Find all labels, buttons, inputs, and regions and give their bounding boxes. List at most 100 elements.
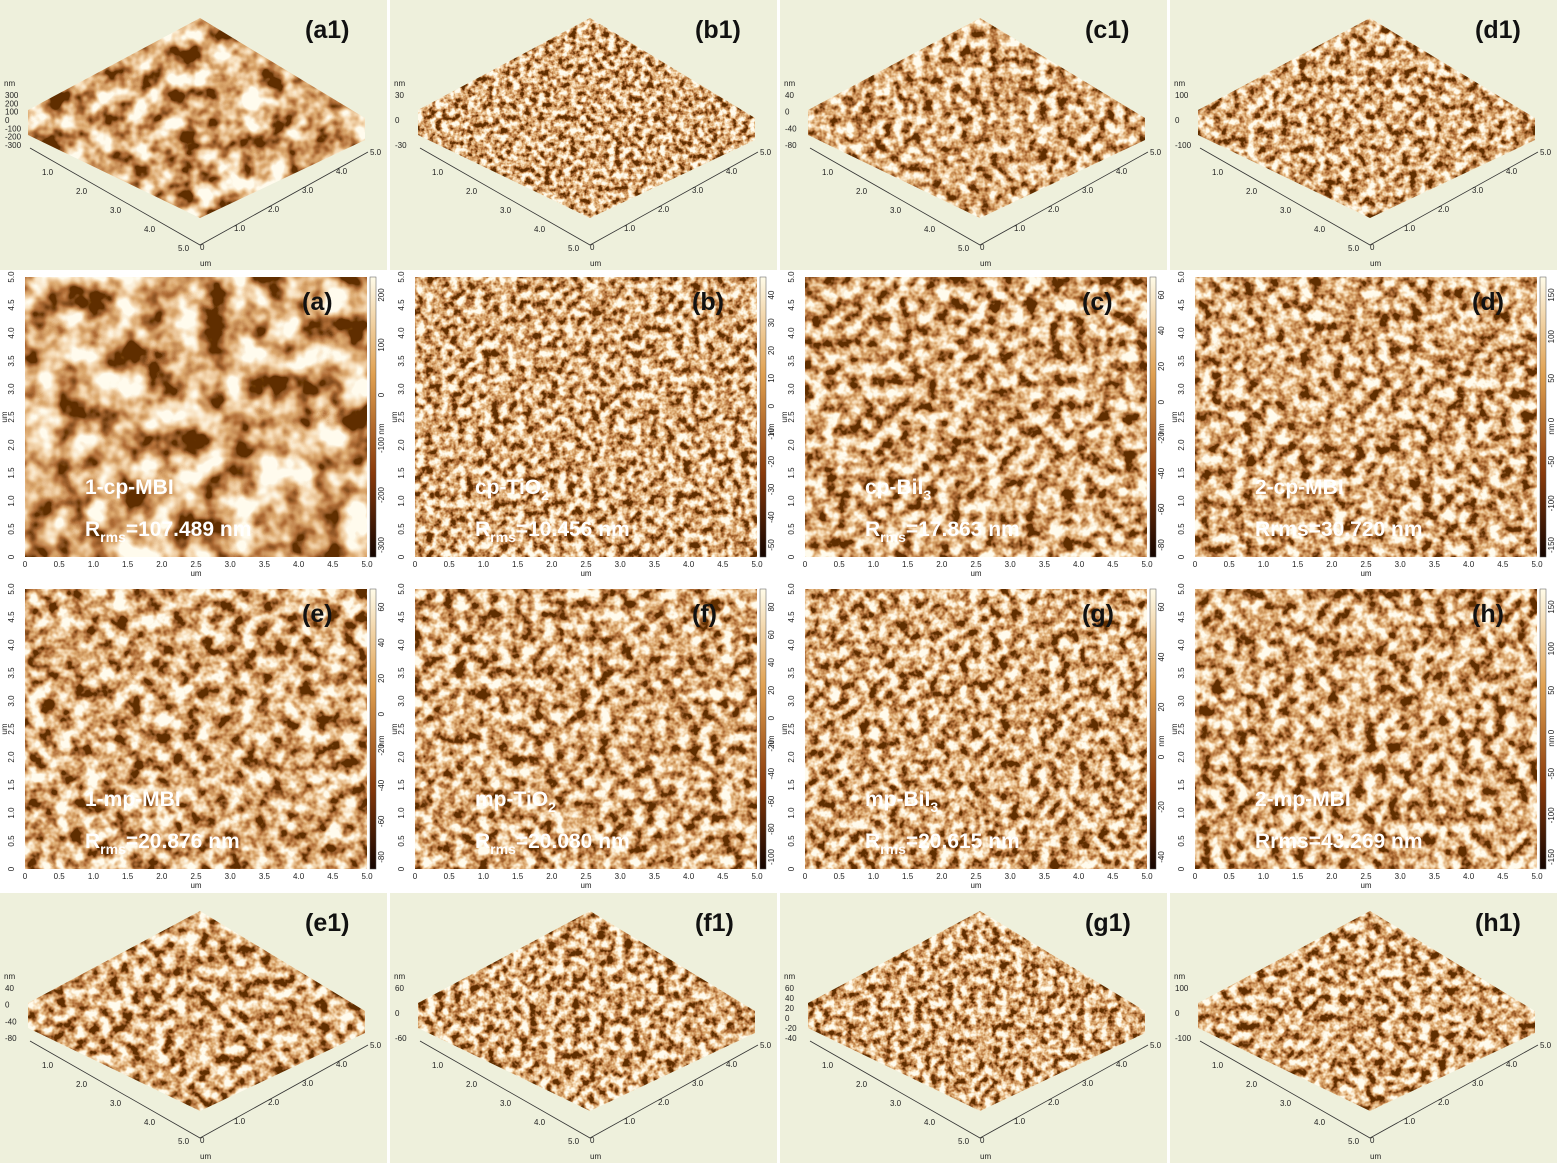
colorbar-unit: nm — [1157, 423, 1166, 434]
axis-tick-label: 4.0 — [1116, 1060, 1128, 1069]
axis-tick-label: 5.0 — [760, 148, 772, 157]
axis-tick-label: 3.0 — [1280, 1099, 1292, 1108]
z-tick-label: 0 — [1175, 1009, 1180, 1018]
subscript: 2 — [548, 799, 556, 815]
x-tick-label: 2.0 — [1326, 872, 1338, 881]
z-tick-label: 20 — [785, 1004, 794, 1013]
colorbar-tick-label: -60 — [1157, 503, 1166, 515]
x-tick-label: 4.5 — [1107, 872, 1119, 881]
colorbar — [759, 588, 767, 870]
colorbar — [369, 276, 377, 558]
x-tick-label: 1.5 — [1292, 872, 1304, 881]
x-tick-label: 1.5 — [122, 872, 134, 881]
text-part: =20.876 nm — [126, 830, 240, 853]
y-tick-label: 3.5 — [1177, 667, 1186, 679]
x-tick-label: 1.0 — [1258, 872, 1270, 881]
colorbar-tick-label: -80 — [767, 823, 776, 835]
x-tick-label: 4.0 — [683, 560, 695, 569]
text-part: mp-BiI — [865, 788, 930, 811]
y-tick-label: 3.0 — [1177, 695, 1186, 707]
axis-tick-label: 4.0 — [1506, 1060, 1518, 1069]
y-tick-label: 3.0 — [787, 695, 796, 707]
text-part: =10.456 nm — [516, 518, 630, 541]
z-unit: nm — [394, 972, 405, 981]
overlay-text: Rrms=43.269 nm — [1255, 830, 1423, 853]
text-part: R — [475, 830, 490, 853]
axis-tick-label: 1.0 — [234, 1117, 246, 1126]
z-tick-label: 30 — [395, 91, 404, 100]
afm-image — [25, 277, 367, 557]
y-tick-label: 4.5 — [787, 299, 796, 311]
axis-line — [419, 1040, 759, 1139]
text-part: Rrms=43.269 nm — [1255, 830, 1423, 853]
colorbar-tick-label: -300 — [377, 536, 386, 553]
axis-tick-label: 1.0 — [1212, 168, 1224, 177]
y-tick-label: 4.5 — [397, 299, 406, 311]
x-tick-label: 2.5 — [1360, 560, 1372, 569]
axis-tick-label: 3.0 — [692, 186, 704, 195]
z-tick-label: -100 — [1175, 141, 1192, 150]
y-tick-label: 2.5 — [1177, 723, 1186, 735]
colorbar-tick-label: -40 — [377, 779, 386, 791]
overlay-text: Rrms=20.080 nm — [475, 830, 630, 857]
x-tick-label: 3.5 — [259, 872, 271, 881]
axis-unit: um — [1370, 1152, 1381, 1161]
x-tick-label: 3.5 — [649, 560, 661, 569]
y-tick-label: 1.0 — [397, 495, 406, 507]
colorbar-tick-label: -20 — [377, 744, 386, 756]
x-tick-label: 3.0 — [1005, 872, 1017, 881]
x-tick-label: 3.5 — [1429, 560, 1441, 569]
text-part: 1-mp-MBI — [85, 788, 181, 811]
z-tick-label: 0 — [785, 108, 790, 117]
colorbar-unit: nm — [767, 735, 776, 746]
z-tick-label: 200 — [5, 99, 19, 108]
colorbar-tick-label: -30 — [767, 483, 776, 495]
z-tick-label: 0 — [395, 1009, 400, 1018]
panel-label: (d) — [1472, 288, 1504, 316]
z-tick-label: -60 — [395, 1034, 407, 1043]
x-tick-label: 0.5 — [834, 872, 846, 881]
subscript: 3 — [923, 487, 931, 503]
axis-unit: um — [200, 1152, 211, 1161]
colorbar-unit: nm — [1157, 735, 1166, 746]
text-part: R — [475, 518, 490, 541]
colorbar — [369, 588, 377, 870]
axis-tick-label: 3.0 — [692, 1079, 704, 1088]
z-tick-label: -100 — [5, 124, 22, 133]
y-unit: um — [780, 723, 789, 734]
x-tick-label: 3.5 — [1039, 872, 1051, 881]
x-tick-label: 5.0 — [1141, 872, 1153, 881]
y-tick-label: 0.5 — [397, 835, 406, 847]
panel-label: (h1) — [1475, 909, 1521, 937]
overlay-text: Rrms=20.615 nm — [865, 830, 1020, 857]
y-tick-label: 4.0 — [397, 327, 406, 339]
panel-label: (b1) — [695, 16, 741, 44]
y-tick-label: 4.5 — [7, 611, 16, 623]
text-part: cp-BiI — [865, 476, 923, 499]
axis-tick-label: 4.0 — [924, 1118, 936, 1127]
text-part: =107.489 nm — [126, 518, 252, 541]
axis-line — [1199, 1040, 1539, 1139]
x-tick-label: 1.0 — [868, 560, 880, 569]
axis-tick-label: 4.0 — [726, 167, 738, 176]
axis-tick-label: 1.0 — [624, 1117, 636, 1126]
y-tick-label: 3.5 — [397, 355, 406, 367]
y-tick-label: 2.0 — [787, 439, 796, 451]
axis-tick-label: 2.0 — [76, 187, 88, 196]
axis-tick-label: 4.0 — [924, 225, 936, 234]
y-tick-label: 0 — [1177, 866, 1186, 871]
colorbar-tick-label: 0 — [1547, 417, 1556, 422]
y-tick-label: 2.5 — [7, 723, 16, 735]
x-tick-label: 1.5 — [902, 872, 914, 881]
y-tick-label: 2.0 — [7, 751, 16, 763]
axis-tick-label: 3.0 — [110, 1099, 122, 1108]
x-tick-label: 3.0 — [615, 872, 627, 881]
axis-unit: um — [590, 259, 601, 268]
axis-tick-label: 3.0 — [890, 1099, 902, 1108]
text-part: cp-TiO — [475, 476, 541, 499]
overlay-text: 1-cp-MBI — [85, 476, 174, 499]
colorbar-tick-label: 50 — [1547, 685, 1556, 694]
y-tick-label: 0 — [787, 554, 796, 559]
x-tick-label: 2.5 — [580, 560, 592, 569]
